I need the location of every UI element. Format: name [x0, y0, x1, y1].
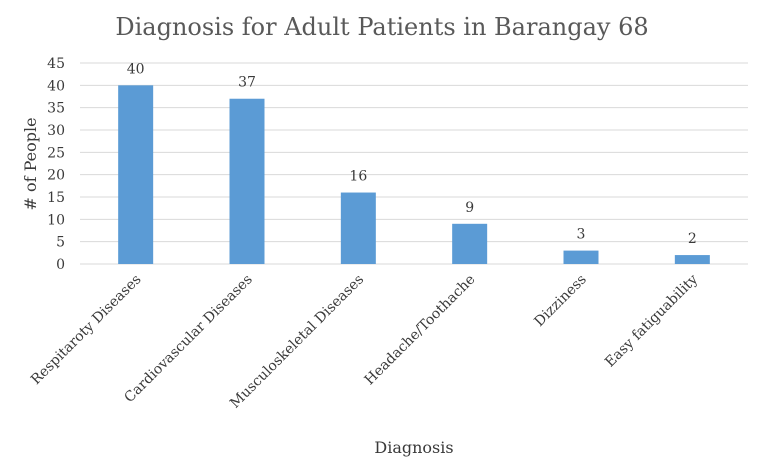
bars: [118, 85, 710, 264]
y-axis-title: # of People: [21, 117, 40, 210]
data-label: 16: [349, 169, 367, 185]
data-label: 9: [465, 200, 474, 216]
bar: [118, 85, 154, 264]
x-category-label: Easy fatiguability: [602, 271, 701, 370]
x-category-label: Musculoskeletal Diseases: [227, 272, 367, 412]
x-category-label: Dizziness: [531, 272, 589, 330]
y-tick-label: 35: [47, 101, 65, 117]
bar: [563, 250, 599, 264]
x-axis-title: Diagnosis: [374, 438, 453, 457]
y-tick-label: 20: [47, 168, 65, 184]
bar: [229, 98, 265, 264]
bar: [340, 192, 376, 264]
x-category-label: Cardiovascular Diseases: [121, 272, 255, 406]
chart-title: Diagnosis for Adult Patients in Barangay…: [115, 13, 648, 41]
data-label: 2: [688, 231, 697, 247]
y-tick-label: 45: [47, 56, 65, 72]
y-tick-label: 25: [47, 145, 65, 161]
y-tick-label: 5: [56, 235, 65, 251]
bar: [452, 223, 488, 264]
gridlines: [80, 62, 748, 265]
y-tick-label: 40: [47, 78, 65, 94]
x-category-label: Headache/Toothache: [362, 272, 479, 389]
bar: [674, 255, 710, 264]
data-label: 37: [238, 75, 256, 91]
y-tick-label: 0: [56, 257, 65, 273]
y-tick-label: 15: [47, 190, 65, 206]
data-label: 3: [577, 227, 586, 243]
x-category-label: Respitaroty Diseases: [28, 272, 144, 388]
y-tick-label: 10: [47, 212, 65, 228]
y-tick-label: 30: [47, 123, 65, 139]
data-labels: 40 37 16 9 3 2: [127, 61, 697, 247]
y-axis-ticks: 0 5 10 15 20 25 30 35 40 45: [47, 56, 65, 273]
data-label: 40: [127, 61, 145, 77]
